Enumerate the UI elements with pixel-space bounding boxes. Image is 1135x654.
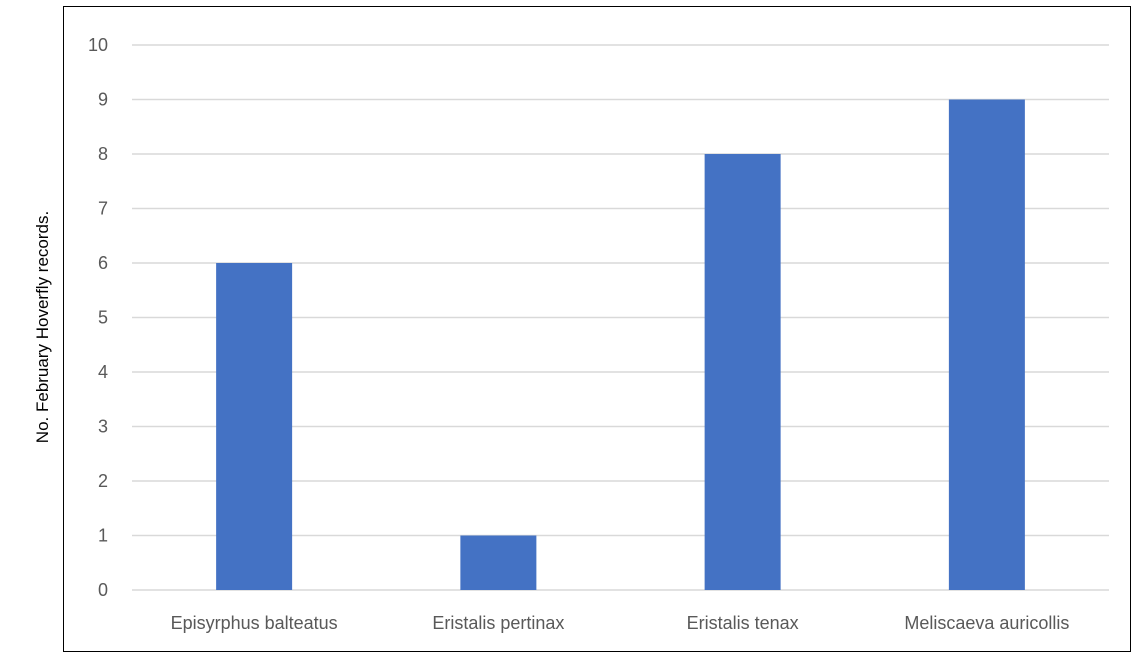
y-tick-label: 0 (98, 580, 108, 600)
y-tick-label: 3 (98, 417, 108, 437)
bar-eristalis-tenax (704, 154, 781, 590)
y-tick-label: 5 (98, 308, 108, 328)
y-axis-label: No. February Hoverfly records. (33, 210, 52, 444)
bars (216, 99, 1025, 590)
y-tick-label: 1 (98, 526, 108, 546)
x-tick-label: Eristalis tenax (687, 613, 799, 633)
gridlines (132, 44, 1109, 591)
x-tick-label: Eristalis pertinax (432, 613, 564, 633)
bar-episyrphus-balteatus (216, 263, 293, 590)
y-tick-label: 8 (98, 144, 108, 164)
bar-meliscaeva-auricollis (948, 99, 1025, 590)
bar-eristalis-pertinax (460, 535, 537, 590)
y-axis-ticks: 0 1 2 3 4 5 6 7 8 9 10 (88, 35, 108, 600)
x-axis-ticks: Episyrphus balteatus Eristalis pertinax Er… (171, 613, 1070, 633)
x-tick-label: Episyrphus balteatus (171, 613, 338, 633)
y-tick-label: 2 (98, 471, 108, 491)
y-tick-label: 9 (98, 90, 108, 110)
chart-area: 0 1 2 3 4 5 6 7 8 9 10 Episyrphus balteatus Eristal… (63, 6, 1131, 652)
y-tick-label: 7 (98, 199, 108, 219)
x-tick-label: Meliscaeva auricollis (904, 613, 1069, 633)
y-tick-label: 10 (88, 35, 108, 55)
bar-chart: 0 1 2 3 4 5 6 7 8 9 10 Episyrphus balteatus Eristal… (88, 35, 1109, 633)
y-tick-label: 6 (98, 253, 108, 273)
y-tick-label: 4 (98, 362, 108, 382)
